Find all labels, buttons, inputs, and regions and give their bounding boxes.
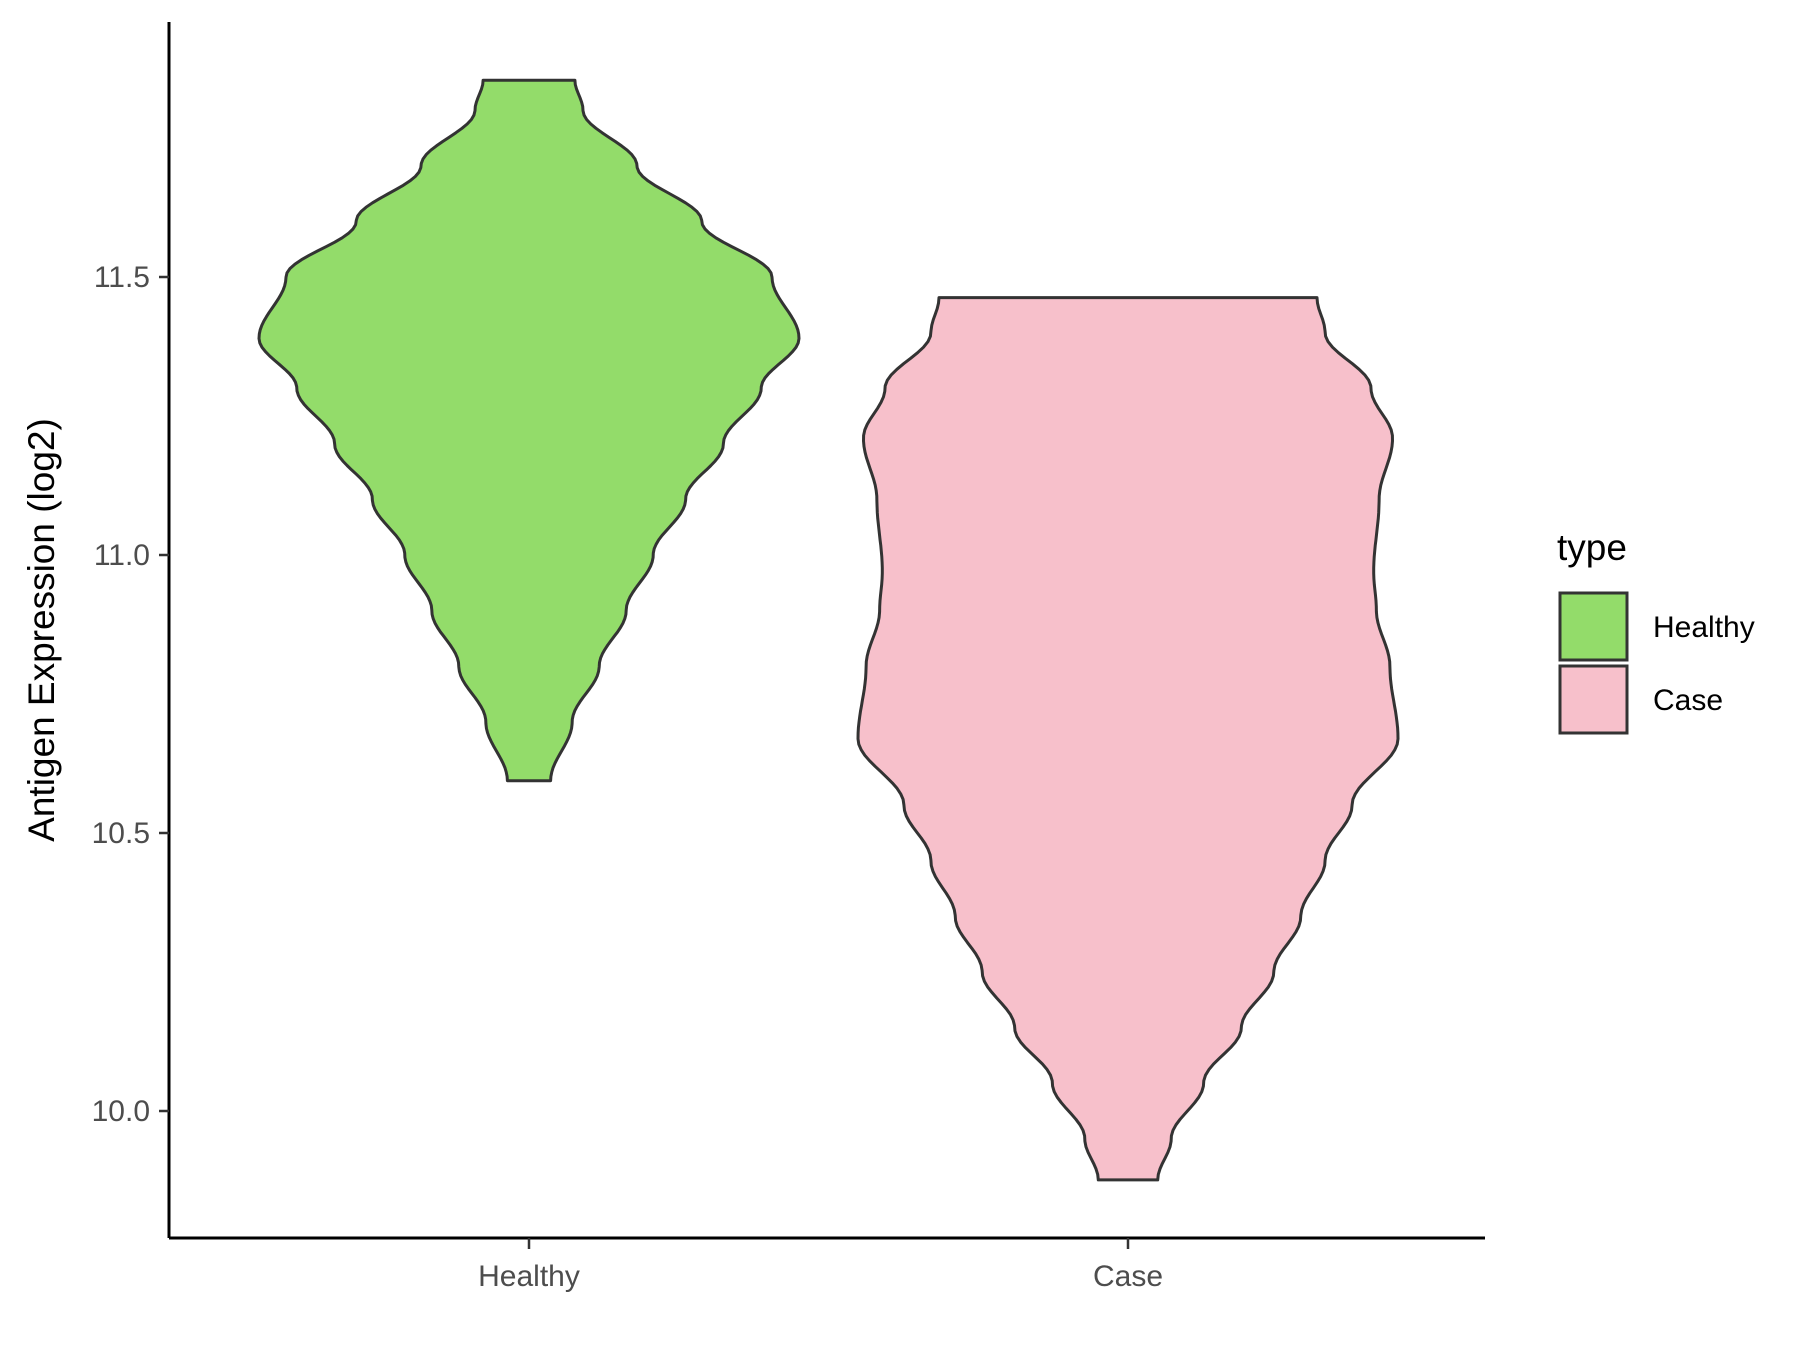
y-axis-title: Antigen Expression (log2) — [21, 418, 62, 842]
x-axis-ticks: Healthy Case — [478, 1238, 1163, 1293]
legend-swatch-case — [1558, 664, 1629, 735]
plot-area: 10.0 10.5 11.0 11.5 Healthy Case — [92, 22, 1485, 1293]
legend-items: Healthy Case — [1558, 591, 1755, 735]
y-tick-label: 10.5 — [92, 817, 150, 850]
legend-title: type — [1557, 527, 1627, 568]
legend-label-healthy: Healthy — [1653, 611, 1755, 644]
legend: type Healthy Case — [1557, 527, 1755, 735]
y-axis-ticks: 10.0 10.5 11.0 11.5 — [92, 261, 169, 1128]
x-tick-label: Healthy — [478, 1260, 580, 1293]
legend-swatch-healthy — [1558, 591, 1629, 662]
violins — [257, 78, 1400, 1182]
violin-healthy — [257, 78, 801, 783]
violin-case — [856, 296, 1400, 1182]
legend-label-case: Case — [1653, 684, 1723, 717]
y-tick-label: 11.0 — [94, 539, 150, 572]
x-tick-label: Case — [1093, 1260, 1163, 1293]
y-tick-label: 10.0 — [92, 1095, 150, 1128]
y-tick-label: 11.5 — [94, 261, 150, 294]
